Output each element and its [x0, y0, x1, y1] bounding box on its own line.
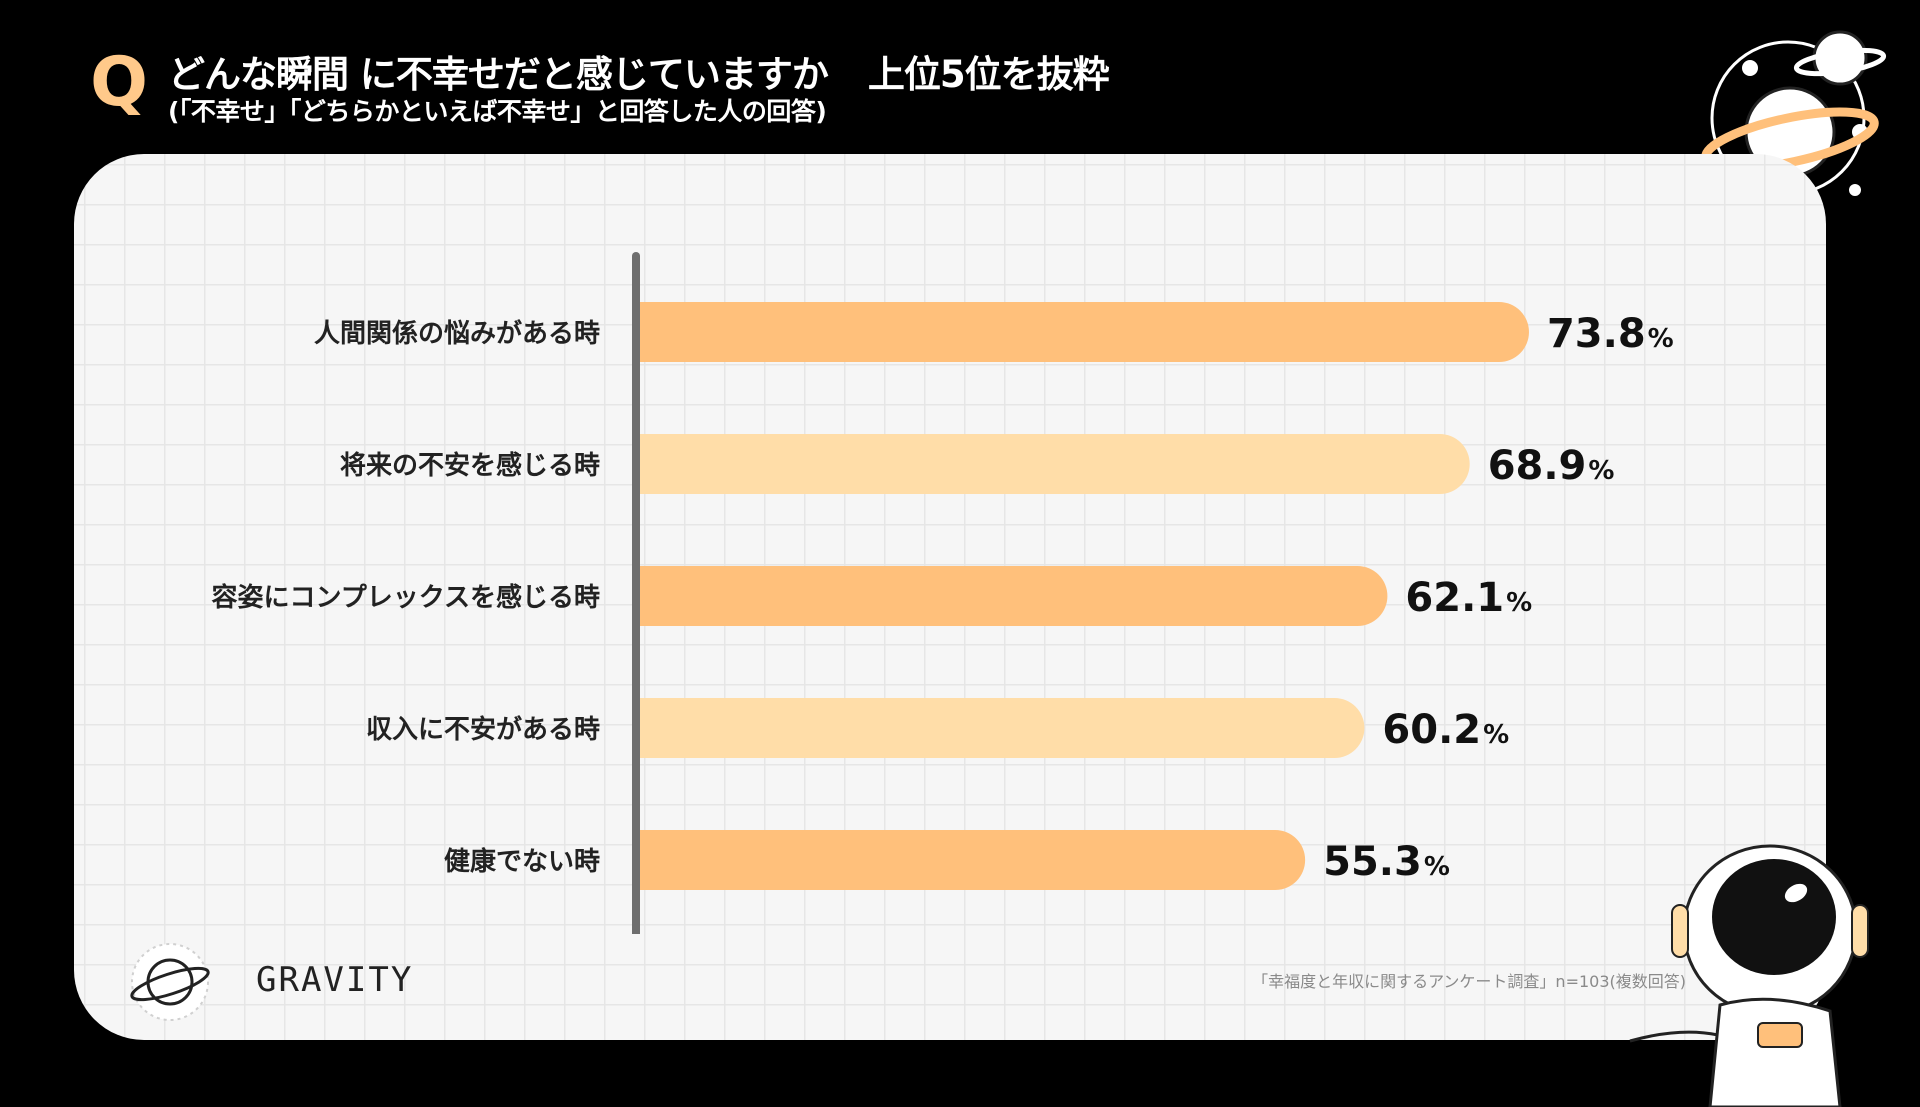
source-note: 「幸福度と年収に関するアンケート調査」n=103(複数回答)	[1252, 972, 1686, 991]
bar	[636, 434, 1470, 494]
brand-name: GRAVITY	[256, 960, 414, 1000]
value-label: 62.1%	[1405, 575, 1532, 621]
category-label: 将来の不安を感じる時	[340, 451, 600, 481]
category-label: 健康でない時	[444, 846, 600, 877]
category-label: 容姿にコンプレックスを感じる時	[212, 582, 600, 613]
category-label: 収入に不安がある時	[366, 714, 600, 745]
chart-title: どんな瞬間 に不幸せだと感じていますか 上位5位を抜粋	[168, 44, 1110, 98]
q-badge: Q	[90, 43, 148, 122]
bar	[636, 302, 1529, 362]
value-label: 68.9%	[1488, 443, 1615, 489]
brand-logo: GRAVITY	[120, 942, 411, 1022]
chart-subtitle: (「不幸せ」「どちらかといえば不幸せ」と回答した人の回答)	[168, 97, 827, 126]
brand-planet-icon	[130, 943, 210, 1021]
bar	[636, 698, 1365, 758]
header: Q どんな瞬間 に不幸せだと感じていますか 上位5位を抜粋 (「不幸せ」「どちらか…	[84, 40, 1644, 140]
planet-icon	[1701, 30, 1887, 196]
chart-panel: 人間関係の悩みがある時 73.8% 将来の不安を感じる時 68.9% 容姿にコンプレック…	[74, 154, 1826, 1040]
value-label: 55.3%	[1323, 839, 1450, 885]
bar-chart: 人間関係の悩みがある時 73.8% 将来の不安を感じる時 68.9% 容姿にコンプレック…	[212, 252, 1674, 934]
title-text: どんな瞬間 に不幸せだと感じていますか	[168, 53, 829, 96]
value-label: 60.2%	[1382, 707, 1509, 753]
category-label: 人間関係の悩みがある時	[314, 318, 600, 349]
bar	[636, 566, 1388, 626]
astronaut-icon	[1629, 844, 1869, 1107]
value-label: 73.8%	[1547, 311, 1674, 357]
bar	[636, 830, 1306, 890]
title-rank: 上位5位を抜粋	[867, 53, 1110, 96]
